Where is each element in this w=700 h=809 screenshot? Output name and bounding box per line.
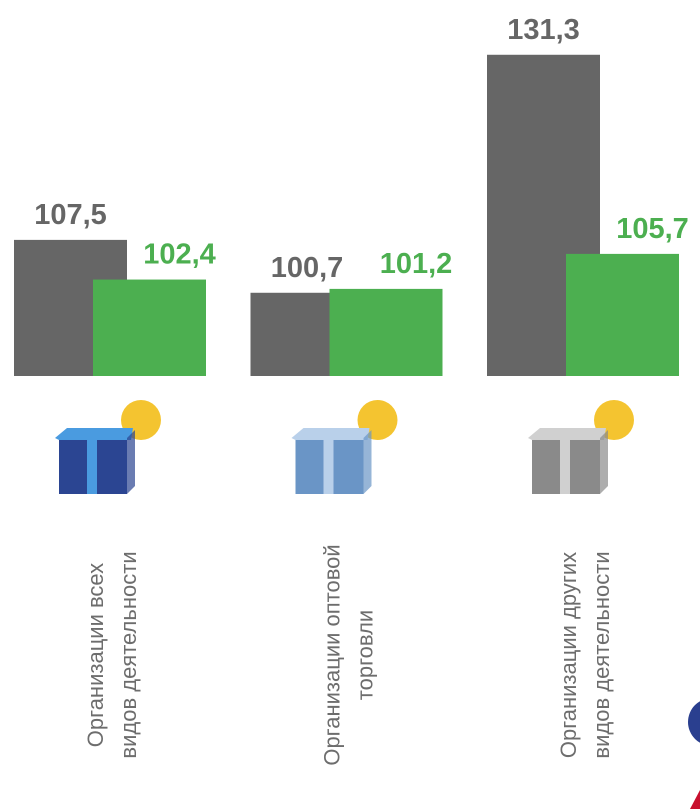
gift-icon [291, 400, 398, 494]
ribbon [87, 428, 97, 494]
value-label: 101,2 [380, 248, 453, 280]
category-line: видов деятельности [589, 551, 614, 758]
value-label: 102,4 [143, 239, 216, 271]
category-label: Организации оптовой торговли [320, 544, 378, 765]
bar [329, 288, 443, 376]
category-line: Организации других [556, 552, 581, 758]
gift-icon [55, 400, 161, 494]
category-line: Организации оптовой [320, 544, 345, 765]
value-label: 131,3 [507, 14, 580, 46]
box-side [127, 430, 135, 494]
decoration [688, 701, 700, 809]
category-line: Организации всех [83, 563, 108, 747]
bar [566, 253, 679, 376]
value-label: 107,5 [34, 199, 107, 231]
ribbon [560, 428, 570, 494]
category-label: Организации всех видов деятельности [83, 551, 141, 758]
category-line: видов деятельности [116, 551, 141, 758]
gift-icon [528, 400, 634, 494]
bar [93, 279, 206, 376]
box-side [600, 430, 608, 494]
box-side [363, 430, 372, 494]
category-line: торговли [353, 610, 378, 700]
category-label: Организации других видов деятельности [556, 551, 614, 758]
value-label: 100,7 [271, 252, 344, 284]
value-label: 105,7 [616, 213, 689, 245]
ribbon [323, 428, 334, 494]
